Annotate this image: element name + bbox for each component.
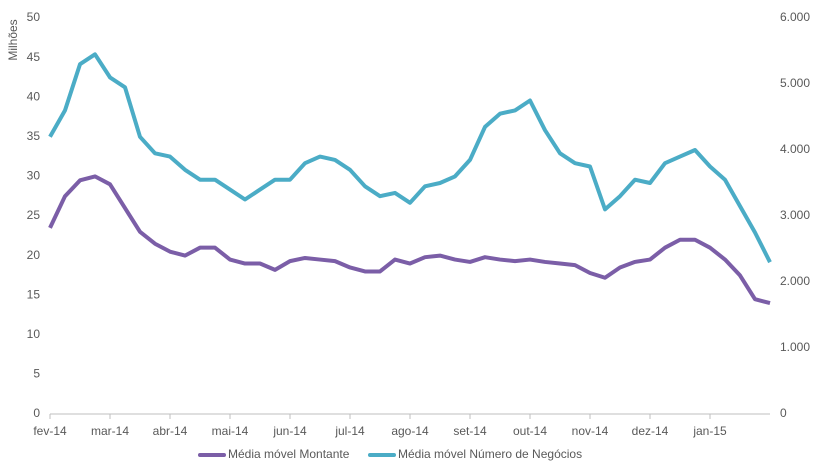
x-tick-label: abr-14 bbox=[153, 424, 188, 438]
series-line bbox=[48, 174, 771, 306]
x-tick-label: out-14 bbox=[513, 424, 547, 438]
y-tick-label: 50 bbox=[27, 10, 41, 24]
y-tick-label: 35 bbox=[27, 129, 41, 143]
y-tick-label: 45 bbox=[27, 50, 41, 64]
y-tick-label: 40 bbox=[27, 89, 41, 103]
x-tick-label: jan-15 bbox=[692, 424, 727, 438]
y-tick-label: 0 bbox=[33, 406, 40, 420]
legend-label: Média móvel Montante bbox=[228, 447, 350, 461]
y-tick-label: 30 bbox=[27, 169, 41, 183]
x-tick-label: ago-14 bbox=[391, 424, 429, 438]
y2-tick-label: 5.000 bbox=[780, 76, 810, 90]
y-tick-label: 25 bbox=[27, 208, 41, 222]
x-tick-label: fev-14 bbox=[33, 424, 67, 438]
x-tick-label: jul-14 bbox=[334, 424, 365, 438]
y2-tick-label: 2.000 bbox=[780, 274, 810, 288]
y-tick-label: 15 bbox=[27, 287, 41, 301]
x-tick-label: mai-14 bbox=[212, 424, 249, 438]
y2-tick-label: 0 bbox=[780, 406, 787, 420]
y2-tick-label: 3.000 bbox=[780, 208, 810, 222]
x-tick-label: nov-14 bbox=[572, 424, 609, 438]
y2-tick-label: 4.000 bbox=[780, 142, 810, 156]
y-tick-label: 20 bbox=[27, 248, 41, 262]
y2-tick-label: 1.000 bbox=[780, 340, 810, 354]
series-line bbox=[48, 52, 772, 264]
legend-label: Média móvel Número de Negócios bbox=[398, 447, 582, 461]
x-tick-label: mar-14 bbox=[91, 424, 129, 438]
x-tick-label: set-14 bbox=[453, 424, 487, 438]
y-tick-label: 10 bbox=[27, 327, 41, 341]
y-axis-label: Milhões bbox=[6, 19, 20, 60]
y2-tick-label: 6.000 bbox=[780, 10, 810, 24]
y-tick-label: 5 bbox=[33, 367, 40, 381]
x-tick-label: jun-14 bbox=[272, 424, 307, 438]
x-tick-label: dez-14 bbox=[632, 424, 669, 438]
